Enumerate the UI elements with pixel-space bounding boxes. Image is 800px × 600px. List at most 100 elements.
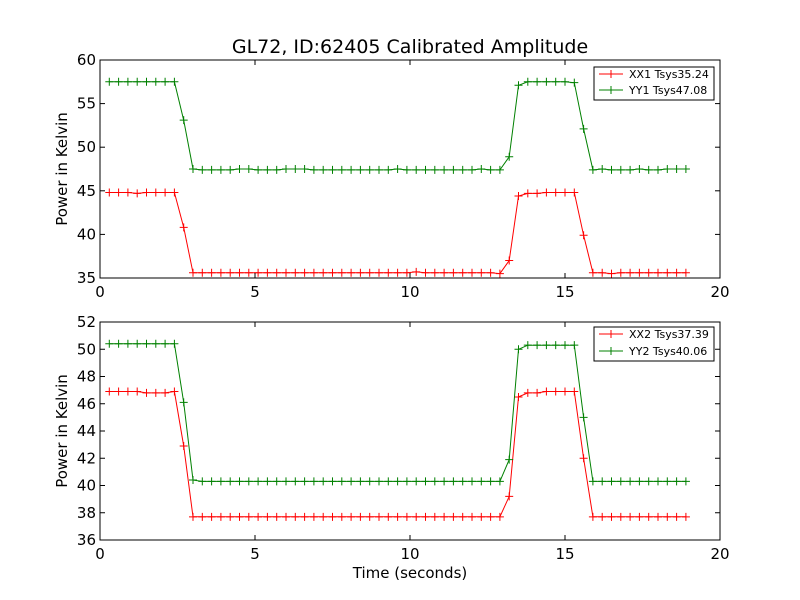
top-data-point-0: [672, 268, 681, 277]
top-data-point-1: [161, 77, 170, 86]
bottom-data-point-1: [570, 341, 579, 350]
bottom-data-point-0: [151, 388, 160, 397]
legend-label-xx1: XX1 Tsys35.24: [629, 68, 709, 81]
bottom-data-point-1: [468, 477, 476, 486]
top-data-point-1: [616, 165, 625, 174]
top-data-point-1: [384, 165, 393, 174]
top-data-point-0: [328, 268, 337, 277]
top-data-point-1: [681, 165, 690, 173]
bottom-x-tick-label: 10: [400, 545, 419, 563]
x-axis-label: Time (seconds): [352, 564, 468, 582]
bottom-data-point-0: [449, 512, 458, 521]
top-data-point-1: [635, 165, 644, 173]
bottom-data-point-1: [393, 477, 402, 486]
top-plot-legend-box: [593, 66, 715, 101]
bottom-data-point-0: [226, 512, 235, 521]
bottom-data-point-0: [421, 512, 430, 521]
top-plot-y-axis-label: Power in Kelvin: [53, 112, 71, 226]
top-data-point-1: [672, 165, 681, 173]
top-data-point-0: [142, 188, 151, 197]
top-data-point-0: [300, 268, 309, 277]
top-data-point-1: [477, 165, 486, 173]
bottom-x-tick-label: 20: [710, 545, 729, 563]
top-data-point-1: [505, 152, 514, 161]
bottom-data-point-0: [123, 387, 132, 396]
bottom-data-point-0: [282, 512, 290, 521]
top-data-point-0: [402, 268, 411, 277]
top-x-tick-label: 0: [95, 283, 105, 301]
bottom-x-tick-label: 0: [95, 545, 105, 563]
bottom-data-point-0: [542, 387, 551, 396]
top-data-point-0: [551, 188, 560, 197]
top-data-point-1: [235, 165, 244, 173]
top-y-tick-label: 45: [77, 182, 96, 200]
top-plot: 0 5 10 15 20 35 40 45 50 55 60 Power in Kelvin XX1…: [53, 51, 730, 301]
bottom-data-point-0: [384, 512, 393, 521]
top-data-point-1: [412, 165, 421, 174]
bottom-data-point-0: [291, 512, 300, 521]
top-data-point-1: [486, 165, 495, 174]
bottom-data-point-1: [598, 477, 607, 486]
bottom-y-tick-label: 38: [77, 504, 96, 522]
bottom-data-point-1: [607, 477, 616, 486]
bottom-data-point-0: [505, 492, 514, 501]
bottom-data-point-1: [579, 413, 588, 422]
bottom-data-point-0: [133, 387, 142, 396]
top-data-point-0: [681, 268, 690, 277]
top-data-point-0: [105, 188, 114, 197]
top-data-point-0: [393, 268, 402, 277]
top-data-point-0: [514, 192, 523, 201]
bottom-data-point-1: [588, 477, 597, 486]
top-data-point-0: [319, 268, 328, 277]
top-data-point-0: [468, 268, 476, 277]
top-data-point-1: [561, 77, 569, 86]
bottom-data-point-1: [291, 477, 300, 486]
bottom-data-point-0: [393, 512, 402, 521]
top-data-point-1: [189, 165, 197, 173]
top-data-point-1: [495, 165, 504, 174]
bottom-data-point-1: [663, 477, 672, 486]
top-data-point-1: [244, 165, 253, 173]
bottom-data-point-1: [207, 477, 216, 486]
bottom-data-point-0: [598, 512, 607, 521]
bottom-data-point-1: [440, 477, 449, 486]
bottom-data-point-0: [309, 512, 318, 521]
top-data-point-1: [356, 165, 365, 174]
top-data-point-1: [226, 165, 235, 174]
bottom-data-point-0: [337, 512, 346, 521]
top-data-point-0: [244, 268, 253, 277]
top-data-point-0: [133, 189, 142, 198]
top-plot-series: [105, 77, 690, 278]
bottom-data-point-1: [412, 477, 421, 486]
top-data-point-1: [458, 165, 467, 174]
bottom-data-point-0: [672, 512, 681, 521]
bottom-data-point-0: [356, 512, 365, 521]
bottom-data-point-0: [616, 512, 625, 521]
bottom-data-point-1: [235, 477, 244, 486]
top-data-point-1: [142, 77, 151, 86]
top-data-point-1: [430, 165, 439, 174]
top-data-point-1: [440, 165, 449, 174]
top-data-point-0: [356, 268, 365, 277]
top-data-point-1: [449, 165, 458, 174]
bottom-data-point-1: [365, 477, 374, 486]
bottom-data-point-1: [561, 341, 569, 350]
top-data-point-0: [291, 268, 300, 277]
bottom-data-point-1: [644, 477, 653, 486]
bottom-data-point-0: [114, 387, 123, 396]
bottom-data-point-0: [458, 512, 467, 521]
top-data-point-1: [151, 77, 160, 86]
bottom-data-point-1: [384, 477, 393, 486]
bottom-data-point-1: [486, 477, 495, 486]
bottom-data-point-1: [495, 477, 504, 486]
bottom-data-point-1: [477, 477, 486, 486]
top-data-point-0: [384, 268, 393, 277]
bottom-data-point-1: [458, 477, 467, 486]
bottom-data-point-1: [254, 477, 263, 486]
bottom-data-point-0: [263, 512, 272, 521]
bottom-x-tick-label: 15: [555, 545, 574, 563]
bottom-data-point-1: [551, 341, 560, 350]
top-data-point-1: [198, 165, 207, 174]
bottom-data-point-1: [123, 339, 132, 348]
bottom-plot: 0 5 10 15 20 36 38 40 42 44 46 48 50 52 Power in Kelv…: [53, 313, 730, 582]
